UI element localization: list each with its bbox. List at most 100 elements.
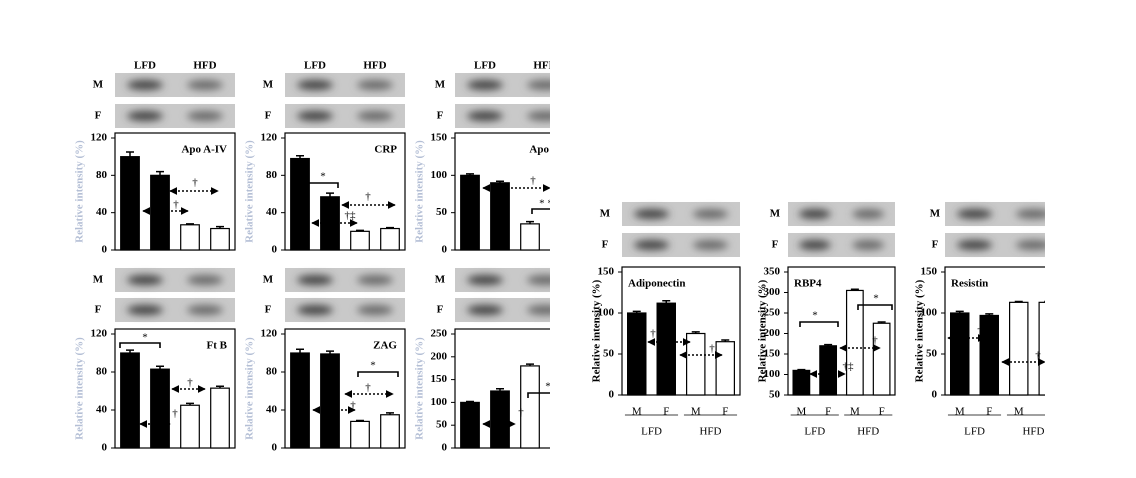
y-axis-label: Relative intensity (%) [414, 337, 426, 440]
y-tick-label: 40 [266, 404, 278, 416]
y-tick-label: 50 [436, 206, 448, 218]
y-tick-label: 80 [96, 169, 108, 181]
y-tick-label: 0 [932, 389, 938, 401]
annotation: † [173, 199, 179, 211]
chart-title: CRP [374, 144, 397, 156]
y-tick-label: 150 [598, 266, 615, 278]
blot-row-label: M [263, 274, 274, 286]
x-tick-label: F [722, 406, 728, 418]
bar [950, 312, 970, 396]
x-tick-label: M [1014, 406, 1024, 418]
annotation: † [187, 377, 193, 389]
y-tick-label: 250 [431, 328, 448, 340]
y-tick-label: 100 [431, 169, 448, 181]
panel: M F 0 50 100 150 200 250 Relative intensity (%) V… [414, 268, 550, 454]
error-bar [824, 343, 833, 346]
panel: M F 0 40 80 120 Relative intensity (%) Ft B * † † [74, 268, 236, 454]
error-bar [526, 363, 534, 366]
plot-frame [454, 132, 550, 251]
y-axis-label: Relative intensity (%) [414, 140, 426, 243]
error-bar [955, 310, 964, 313]
chart-title: Ft B [207, 340, 228, 352]
blot-band [467, 275, 503, 285]
bar [490, 182, 510, 251]
y-tick-label: 120 [261, 328, 278, 340]
y-tick-label: 150 [431, 132, 448, 144]
bar [792, 369, 811, 396]
annotation-bracket [307, 182, 339, 188]
annotation-bracket [531, 208, 550, 214]
error-bar [797, 368, 806, 371]
chart-title: Apo A-IV [181, 144, 227, 156]
annotation: † [518, 407, 524, 419]
error-bar [186, 402, 194, 406]
x-tick-label: M [955, 406, 965, 418]
chart-title: Resistin [951, 278, 988, 290]
y-tick-label: 0 [272, 442, 278, 454]
error-bar [296, 154, 304, 159]
bar [627, 312, 647, 396]
bar [150, 174, 170, 251]
annotation: * [142, 332, 148, 344]
annotation-bracket [857, 304, 893, 310]
blot-band [127, 275, 163, 285]
bar [180, 224, 200, 251]
error-bar [216, 385, 224, 389]
blot-band [187, 80, 223, 90]
blot-band [798, 240, 831, 250]
annotation: † [872, 335, 878, 347]
blot-header: LFD [474, 60, 496, 72]
y-tick-label: 50 [603, 348, 615, 360]
blot-band [297, 305, 333, 315]
y-tick-label: 150 [764, 348, 781, 360]
group-label: HFD [699, 426, 721, 438]
x-tick-label: M [691, 406, 701, 418]
y-axis-label: Relative intensity (%) [591, 279, 603, 382]
error-bar [326, 350, 334, 354]
error-bar [1014, 300, 1023, 303]
blot-row-label: F [265, 304, 272, 316]
x-tick-label: F [986, 406, 992, 418]
annotation: * * [539, 198, 553, 210]
y-tick-label: 0 [102, 244, 108, 256]
annotation: * [370, 360, 376, 372]
y-tick-label: 250 [764, 307, 781, 319]
blot-band [852, 209, 885, 219]
blot-band [633, 240, 670, 250]
blot-row-label: F [95, 110, 102, 122]
chart-title: ZAG [373, 340, 397, 352]
blot-row-label: M [435, 274, 446, 286]
chart-title: Apo A-I [529, 144, 567, 156]
blot-band [956, 209, 993, 219]
error-bar [850, 288, 859, 291]
blot-band [187, 275, 223, 285]
blot-band [527, 275, 550, 285]
error-bar [496, 387, 504, 391]
annotation-bracket [119, 342, 161, 348]
bar [819, 345, 838, 396]
blot-row-label: M [930, 208, 941, 220]
error-bar [662, 299, 671, 304]
plot-frame [944, 266, 1045, 396]
blot-band [127, 80, 163, 90]
bar [380, 414, 400, 449]
y-tick-label: 100 [598, 307, 615, 319]
y-tick-label: 120 [91, 328, 108, 340]
annotation: † [365, 382, 371, 394]
annotation: * [812, 310, 818, 322]
y-tick-label: 50 [769, 389, 781, 401]
blot-band [692, 209, 729, 219]
error-bar [386, 412, 394, 415]
bar [350, 420, 370, 449]
bar [845, 289, 864, 396]
x-tick-label: M [796, 406, 806, 418]
annotation: † [650, 328, 656, 340]
error-bar [216, 225, 224, 229]
error-bar [156, 365, 164, 370]
blot-row-label: M [93, 274, 104, 286]
bar [979, 314, 999, 396]
x-tick-label: M [850, 406, 860, 418]
blot-band [527, 305, 550, 315]
plot-frame [454, 328, 550, 449]
